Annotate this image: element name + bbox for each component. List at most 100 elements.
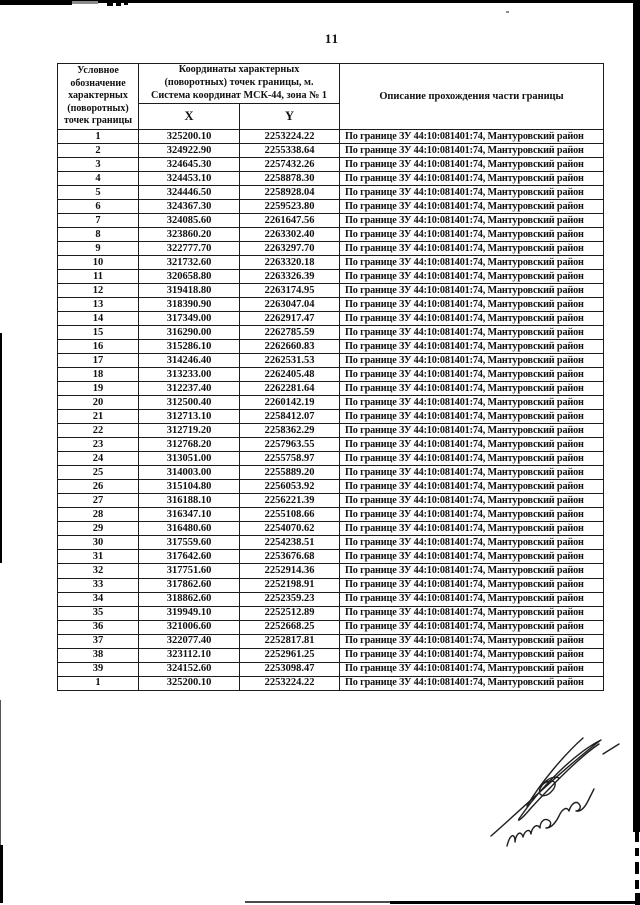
scan-edge-left-faint	[0, 700, 1, 845]
boundary-description: По границе ЗУ 44:10:081401:74, Мантуровс…	[339, 171, 604, 187]
coord-x: 324453.10	[138, 171, 240, 187]
table-row: 31 317642.60 2253676.68 По границе ЗУ 44:10…	[57, 549, 604, 565]
coord-x: 312768.20	[138, 437, 240, 453]
scan-speck	[116, 0, 121, 6]
boundary-description: По границе ЗУ 44:10:081401:74, Мантуровс…	[339, 157, 604, 173]
coord-x: 324446.50	[138, 185, 240, 201]
table-row: 37 322077.40 2252817.81 По границе ЗУ 44:10…	[57, 633, 604, 649]
boundary-description: По границе ЗУ 44:10:081401:74, Мантуровс…	[339, 619, 604, 635]
point-number: 2	[57, 143, 139, 159]
point-number: 20	[57, 395, 139, 411]
coord-y: 2258928.04	[239, 185, 340, 201]
boundary-description: По границе ЗУ 44:10:081401:74, Мантуровс…	[339, 381, 604, 397]
table-row: 27 316188.10 2256221.39 По границе ЗУ 44:10…	[57, 493, 604, 509]
coord-x: 315286.10	[138, 339, 240, 355]
point-number: 8	[57, 227, 139, 243]
point-number: 7	[57, 213, 139, 229]
table-row: 28 316347.10 2255108.66 По границе ЗУ 44:10…	[57, 507, 604, 523]
boundary-description: По границе ЗУ 44:10:081401:74, Мантуровс…	[339, 325, 604, 341]
boundary-description: По границе ЗУ 44:10:081401:74, Мантуровс…	[339, 128, 604, 145]
coord-x: 322077.40	[138, 633, 240, 649]
point-number: 13	[57, 297, 139, 313]
boundary-description: По границе ЗУ 44:10:081401:74, Мантуровс…	[339, 451, 604, 467]
point-number: 1	[57, 675, 139, 692]
scan-speck	[107, 0, 113, 6]
coord-y: 2258878.30	[239, 171, 340, 187]
table-row: 2 324922.90 2255338.64 По границе ЗУ 44:10:…	[57, 143, 604, 159]
table-row: 10 321732.60 2263320.18 По границе ЗУ 44:10…	[57, 255, 604, 271]
table-row: 6 324367.30 2259523.80 По границе ЗУ 44:10:…	[57, 199, 604, 215]
coord-x: 323860.20	[138, 227, 240, 243]
point-number: 25	[57, 465, 139, 481]
coord-y: 2257963.55	[239, 437, 340, 453]
coord-y: 2252817.81	[239, 633, 340, 649]
coord-x: 319949.10	[138, 605, 240, 621]
coord-x: 314246.40	[138, 353, 240, 369]
table-row: 39 324152.60 2253098.47 По границе ЗУ 44:10…	[57, 661, 604, 677]
table-row: 29 316480.60 2254070.62 По границе ЗУ 44:10…	[57, 521, 604, 537]
boundary-description: По границе ЗУ 44:10:081401:74, Мантуровс…	[339, 563, 604, 579]
point-number: 23	[57, 437, 139, 453]
coord-x: 317559.60	[138, 535, 240, 551]
coord-y: 2257432.26	[239, 157, 340, 173]
point-number: 12	[57, 283, 139, 299]
signature-flourish	[490, 739, 602, 837]
scan-speck	[506, 11, 509, 13]
table-row: 25 314003.00 2255889.20 По границе ЗУ 44:10…	[57, 465, 604, 481]
coord-x: 323112.10	[138, 647, 240, 663]
point-number: 31	[57, 549, 139, 565]
coord-x: 324152.60	[138, 661, 240, 677]
boundary-description: По границе ЗУ 44:10:081401:74, Мантуровс…	[339, 339, 604, 355]
table-row: 12 319418.80 2263174.95 По границе ЗУ 44:10…	[57, 283, 604, 299]
coord-y: 2262281.64	[239, 381, 340, 397]
boundary-description: По границе ЗУ 44:10:081401:74, Мантуровс…	[339, 521, 604, 537]
table-row: 19 312237.40 2262281.64 По границе ЗУ 44:10…	[57, 381, 604, 397]
coord-y: 2253676.68	[239, 549, 340, 565]
coord-x: 317349.00	[138, 311, 240, 327]
coord-x: 312713.10	[138, 409, 240, 425]
boundary-description: По границе ЗУ 44:10:081401:74, Мантуровс…	[339, 647, 604, 663]
coord-x: 312237.40	[138, 381, 240, 397]
point-number: 36	[57, 619, 139, 635]
header-description: Описание прохождения части границы	[339, 63, 604, 130]
coord-y: 2254238.51	[239, 535, 340, 551]
boundary-description: По границе ЗУ 44:10:081401:74, Мантуровс…	[339, 605, 604, 621]
scan-edge-right-dash	[635, 862, 639, 874]
table-row: 4 324453.10 2258878.30 По границе ЗУ 44:10:…	[57, 171, 604, 187]
coord-x: 325200.10	[138, 128, 240, 145]
coord-y: 2252914.36	[239, 563, 340, 579]
table-row: 8 323860.20 2263302.40 По границе ЗУ 44:10:…	[57, 227, 604, 243]
table-row: 9 322777.70 2263297.70 По границе ЗУ 44:10:…	[57, 241, 604, 257]
coord-y: 2258412.07	[239, 409, 340, 425]
point-number: 33	[57, 577, 139, 593]
boundary-description: По границе ЗУ 44:10:081401:74, Мантуровс…	[339, 353, 604, 369]
point-number: 27	[57, 493, 139, 509]
page-number: 11	[324, 31, 340, 46]
coord-y: 2255108.66	[239, 507, 340, 523]
coord-x: 316290.00	[138, 325, 240, 341]
boundary-description: По границе ЗУ 44:10:081401:74, Мантуровс…	[339, 283, 604, 299]
point-number: 3	[57, 157, 139, 173]
header-point-designation: Условное обозначение характерных (поворо…	[57, 63, 139, 130]
coord-y: 2260142.19	[239, 395, 340, 411]
boundary-description: По границе ЗУ 44:10:081401:74, Мантуровс…	[339, 255, 604, 271]
table-row: 5 324446.50 2258928.04 По границе ЗУ 44:10:…	[57, 185, 604, 201]
signature-name-scribble	[506, 788, 595, 847]
coord-y: 2262917.47	[239, 311, 340, 327]
coord-y: 2261647.56	[239, 213, 340, 229]
coord-y: 2252359.23	[239, 591, 340, 607]
coord-y: 2252668.25	[239, 619, 340, 635]
boundary-description: По границе ЗУ 44:10:081401:74, Мантуровс…	[339, 465, 604, 481]
table-row: 17 314246.40 2262531.53 По границе ЗУ 44:10…	[57, 353, 604, 369]
point-number: 18	[57, 367, 139, 383]
handwritten-signature	[490, 737, 620, 847]
table-row: 1 325200.10 2253224.22 По границе ЗУ 44:10:…	[57, 675, 604, 692]
coord-y: 2259523.80	[239, 199, 340, 215]
scan-edge-right-dash	[635, 893, 640, 905]
boundary-description: По границе ЗУ 44:10:081401:74, Мантуровс…	[339, 479, 604, 495]
scan-edge-bottom-dark	[390, 901, 640, 904]
coord-x: 312719.20	[138, 423, 240, 439]
coord-y: 2252512.89	[239, 605, 340, 621]
point-number: 16	[57, 339, 139, 355]
coord-y: 2263047.04	[239, 297, 340, 313]
